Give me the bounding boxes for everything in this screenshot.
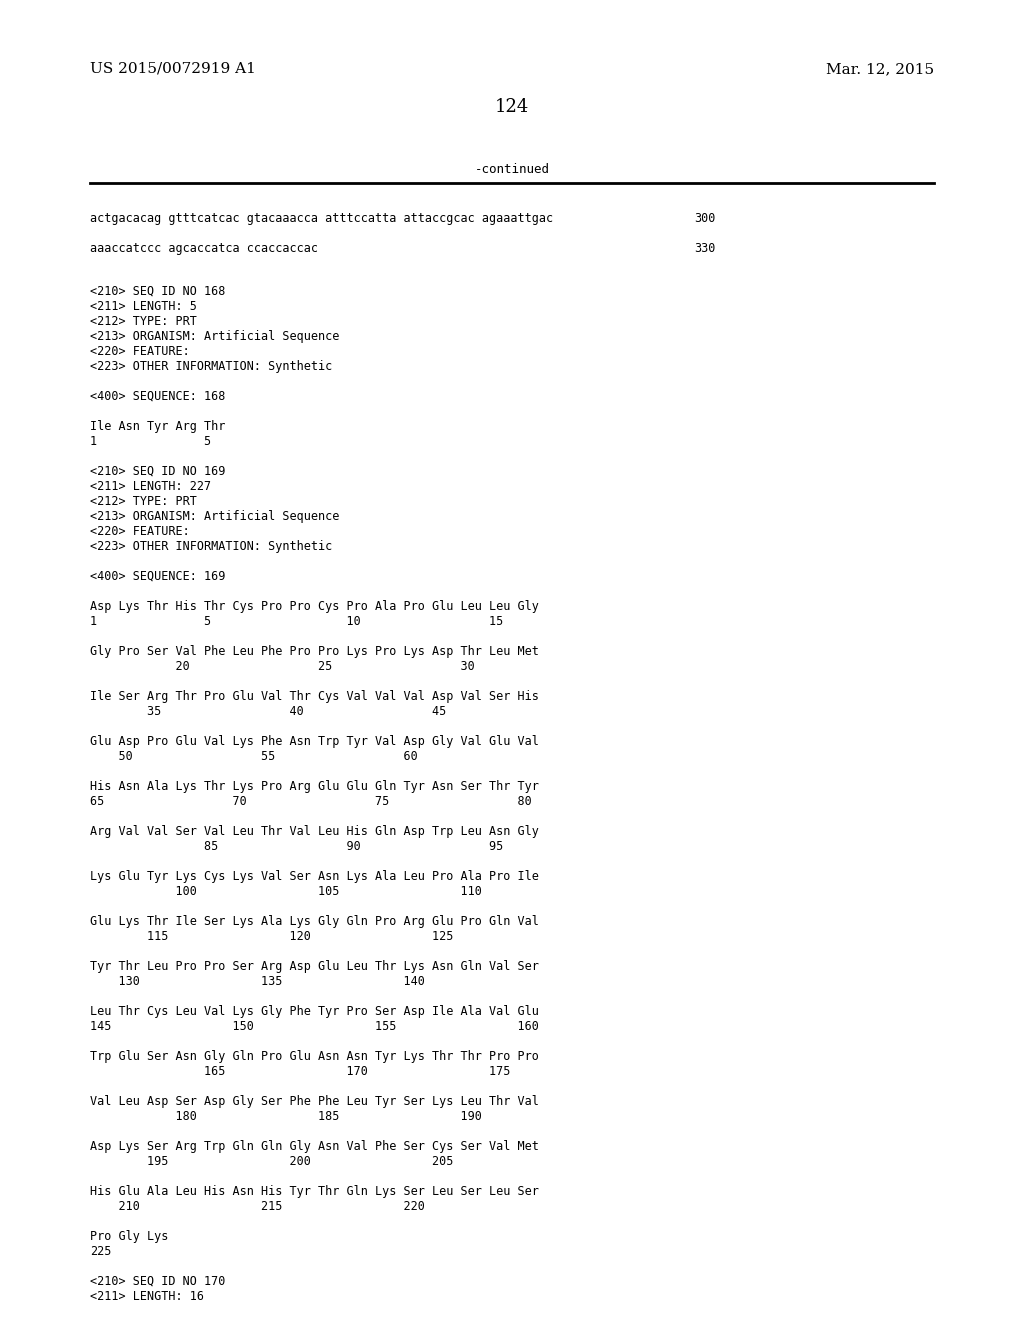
- Text: Ile Ser Arg Thr Pro Glu Val Thr Cys Val Val Val Asp Val Ser His: Ile Ser Arg Thr Pro Glu Val Thr Cys Val …: [90, 690, 539, 704]
- Text: 145                 150                 155                 160: 145 150 155 160: [90, 1020, 539, 1034]
- Text: Glu Asp Pro Glu Val Lys Phe Asn Trp Tyr Val Asp Gly Val Glu Val: Glu Asp Pro Glu Val Lys Phe Asn Trp Tyr …: [90, 735, 539, 748]
- Text: Asp Lys Thr His Thr Cys Pro Pro Cys Pro Ala Pro Glu Leu Leu Gly: Asp Lys Thr His Thr Cys Pro Pro Cys Pro …: [90, 601, 539, 612]
- Text: <211> LENGTH: 16: <211> LENGTH: 16: [90, 1290, 204, 1303]
- Text: 195                 200                 205: 195 200 205: [90, 1155, 454, 1168]
- Text: Arg Val Val Ser Val Leu Thr Val Leu His Gln Asp Trp Leu Asn Gly: Arg Val Val Ser Val Leu Thr Val Leu His …: [90, 825, 539, 838]
- Text: <211> LENGTH: 227: <211> LENGTH: 227: [90, 480, 211, 492]
- Text: 210                 215                 220: 210 215 220: [90, 1200, 425, 1213]
- Text: 50                  55                  60: 50 55 60: [90, 750, 418, 763]
- Text: 85                  90                  95: 85 90 95: [90, 840, 503, 853]
- Text: 100                 105                 110: 100 105 110: [90, 884, 482, 898]
- Text: His Asn Ala Lys Thr Lys Pro Arg Glu Glu Gln Tyr Asn Ser Thr Tyr: His Asn Ala Lys Thr Lys Pro Arg Glu Glu …: [90, 780, 539, 793]
- Text: 330: 330: [694, 242, 716, 255]
- Text: -continued: -continued: [474, 162, 550, 176]
- Text: 1               5: 1 5: [90, 436, 211, 447]
- Text: Glu Lys Thr Ile Ser Lys Ala Lys Gly Gln Pro Arg Glu Pro Gln Val: Glu Lys Thr Ile Ser Lys Ala Lys Gly Gln …: [90, 915, 539, 928]
- Text: <210> SEQ ID NO 170: <210> SEQ ID NO 170: [90, 1275, 225, 1288]
- Text: Val Leu Asp Ser Asp Gly Ser Phe Phe Leu Tyr Ser Lys Leu Thr Val: Val Leu Asp Ser Asp Gly Ser Phe Phe Leu …: [90, 1096, 539, 1107]
- Text: aaaccatccc agcaccatca ccaccaccac: aaaccatccc agcaccatca ccaccaccac: [90, 242, 318, 255]
- Text: <211> LENGTH: 5: <211> LENGTH: 5: [90, 300, 197, 313]
- Text: <220> FEATURE:: <220> FEATURE:: [90, 345, 189, 358]
- Text: 20                  25                  30: 20 25 30: [90, 660, 475, 673]
- Text: Ile Asn Tyr Arg Thr: Ile Asn Tyr Arg Thr: [90, 420, 225, 433]
- Text: <213> ORGANISM: Artificial Sequence: <213> ORGANISM: Artificial Sequence: [90, 510, 339, 523]
- Text: <212> TYPE: PRT: <212> TYPE: PRT: [90, 495, 197, 508]
- Text: <220> FEATURE:: <220> FEATURE:: [90, 525, 189, 539]
- Text: 1               5                   10                  15: 1 5 10 15: [90, 615, 503, 628]
- Text: 300: 300: [694, 213, 716, 224]
- Text: Mar. 12, 2015: Mar. 12, 2015: [826, 62, 934, 77]
- Text: Tyr Thr Leu Pro Pro Ser Arg Asp Glu Leu Thr Lys Asn Gln Val Ser: Tyr Thr Leu Pro Pro Ser Arg Asp Glu Leu …: [90, 960, 539, 973]
- Text: <223> OTHER INFORMATION: Synthetic: <223> OTHER INFORMATION: Synthetic: [90, 540, 332, 553]
- Text: <400> SEQUENCE: 168: <400> SEQUENCE: 168: [90, 389, 225, 403]
- Text: actgacacag gtttcatcac gtacaaacca atttccatta attaccgcac agaaattgac: actgacacag gtttcatcac gtacaaacca atttcca…: [90, 213, 553, 224]
- Text: 130                 135                 140: 130 135 140: [90, 975, 425, 987]
- Text: Asp Lys Ser Arg Trp Gln Gln Gly Asn Val Phe Ser Cys Ser Val Met: Asp Lys Ser Arg Trp Gln Gln Gly Asn Val …: [90, 1140, 539, 1152]
- Text: Lys Glu Tyr Lys Cys Lys Val Ser Asn Lys Ala Leu Pro Ala Pro Ile: Lys Glu Tyr Lys Cys Lys Val Ser Asn Lys …: [90, 870, 539, 883]
- Text: <400> SEQUENCE: 169: <400> SEQUENCE: 169: [90, 570, 225, 583]
- Text: <213> ORGANISM: Artificial Sequence: <213> ORGANISM: Artificial Sequence: [90, 330, 339, 343]
- Text: US 2015/0072919 A1: US 2015/0072919 A1: [90, 62, 256, 77]
- Text: <223> OTHER INFORMATION: Synthetic: <223> OTHER INFORMATION: Synthetic: [90, 360, 332, 374]
- Text: Pro Gly Lys: Pro Gly Lys: [90, 1230, 168, 1243]
- Text: 65                  70                  75                  80: 65 70 75 80: [90, 795, 531, 808]
- Text: 115                 120                 125: 115 120 125: [90, 931, 454, 942]
- Text: Leu Thr Cys Leu Val Lys Gly Phe Tyr Pro Ser Asp Ile Ala Val Glu: Leu Thr Cys Leu Val Lys Gly Phe Tyr Pro …: [90, 1005, 539, 1018]
- Text: Trp Glu Ser Asn Gly Gln Pro Glu Asn Asn Tyr Lys Thr Thr Pro Pro: Trp Glu Ser Asn Gly Gln Pro Glu Asn Asn …: [90, 1049, 539, 1063]
- Text: <212> TYPE: PRT: <212> TYPE: PRT: [90, 315, 197, 327]
- Text: <210> SEQ ID NO 168: <210> SEQ ID NO 168: [90, 285, 225, 298]
- Text: 225: 225: [90, 1245, 112, 1258]
- Text: <210> SEQ ID NO 169: <210> SEQ ID NO 169: [90, 465, 225, 478]
- Text: 180                 185                 190: 180 185 190: [90, 1110, 482, 1123]
- Text: 165                 170                 175: 165 170 175: [90, 1065, 510, 1078]
- Text: 124: 124: [495, 98, 529, 116]
- Text: His Glu Ala Leu His Asn His Tyr Thr Gln Lys Ser Leu Ser Leu Ser: His Glu Ala Leu His Asn His Tyr Thr Gln …: [90, 1185, 539, 1199]
- Text: 35                  40                  45: 35 40 45: [90, 705, 446, 718]
- Text: Gly Pro Ser Val Phe Leu Phe Pro Pro Lys Pro Lys Asp Thr Leu Met: Gly Pro Ser Val Phe Leu Phe Pro Pro Lys …: [90, 645, 539, 657]
